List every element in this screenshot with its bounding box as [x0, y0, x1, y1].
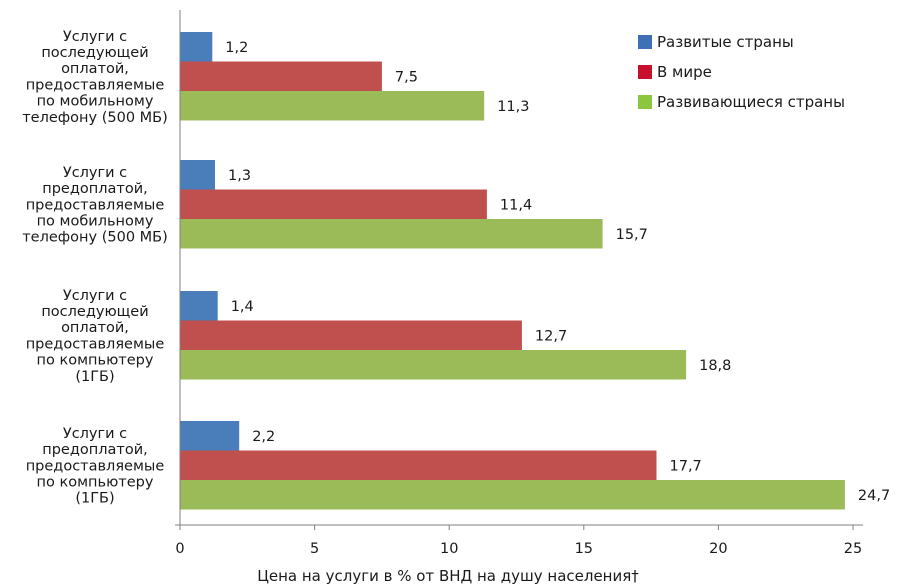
bar-2-1	[180, 160, 215, 190]
category-label-3: Услуги с последующей оплатой, предоставляем…	[26, 288, 165, 385]
legend-label-1: Развитые страны	[657, 33, 794, 51]
x-tick-label-25: 25	[844, 541, 862, 557]
value-label-3-2: 12,7	[535, 328, 567, 344]
value-label-2-1: 1,3	[228, 168, 251, 184]
value-label-4-2: 17,7	[670, 458, 702, 474]
value-label-3-3: 18,8	[699, 358, 731, 374]
value-label-4-3: 24,7	[858, 488, 890, 504]
bar-1-2	[180, 61, 382, 91]
value-label-2-3: 15,7	[616, 227, 648, 243]
x-tick-label-0: 0	[175, 541, 184, 557]
bar-1-3	[180, 91, 485, 121]
value-label-1-1: 1,2	[225, 40, 248, 56]
value-label-3-1: 1,4	[231, 299, 254, 315]
value-label-1-2: 7,5	[395, 69, 418, 85]
x-tick-label-15: 15	[575, 541, 593, 557]
value-label-4-1: 2,2	[252, 429, 275, 445]
category-label-1: Услуги с последующей оплатой, предоставляем…	[22, 29, 168, 126]
bar-1-1	[180, 32, 213, 62]
bar-3-2	[180, 320, 522, 350]
legend-swatch-1	[638, 35, 652, 49]
bar-4-2	[180, 450, 657, 480]
bar-3-3	[180, 350, 687, 380]
bar-4-3	[180, 480, 845, 510]
bar-4-1	[180, 421, 240, 451]
bar-3-1	[180, 291, 218, 321]
x-tick-label-10: 10	[440, 541, 458, 557]
bar-2-2	[180, 189, 487, 219]
category-labels-group: Услуги с последующей оплатой, предоставляем…	[22, 29, 168, 507]
legend-swatch-3	[638, 95, 652, 109]
value-label-1-3: 11,3	[497, 99, 529, 115]
bar-2-3	[180, 219, 603, 249]
x-tick-label-20: 20	[709, 541, 727, 557]
category-label-2: Услуги с предоплатой, предоставляемые по мо…	[22, 165, 168, 246]
legend: Развитые страны В мире Развивающиеся стран…	[638, 33, 845, 111]
category-label-4: Услуги с предоплатой, предоставляемые по ко…	[26, 426, 165, 507]
x-ticks-group: 0 5 10 15 20 25	[175, 525, 862, 557]
legend-label-3: Развивающиеся страны	[657, 93, 845, 111]
value-label-2-2: 11,4	[500, 197, 532, 213]
legend-label-2: В мире	[657, 63, 712, 81]
bars-group	[180, 32, 845, 510]
x-tick-label-5: 5	[310, 541, 319, 557]
value-labels-group: 1,2 7,5 11,3 1,3 11,4 15,7 1,4 12,7 18,8 2,2 17,7 2…	[225, 40, 890, 504]
x-axis-title: Цена на услуги в % от ВНД на душу населе…	[257, 567, 639, 585]
legend-swatch-2	[638, 65, 652, 79]
